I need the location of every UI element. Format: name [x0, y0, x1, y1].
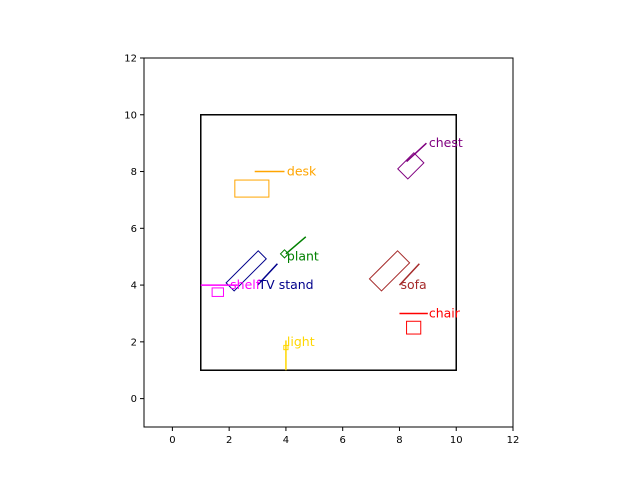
item-label-light: light	[287, 334, 315, 349]
plot-area: 0 2 4 6 8 10 12 0 2 4 6 8 10 12 desk chest plant TV stand…	[124, 54, 519, 447]
item-light: light	[283, 334, 315, 371]
x-tick-label: 6	[340, 435, 346, 446]
item-label-shelf: shelf	[230, 277, 261, 292]
item-label-sofa: sofa	[400, 277, 426, 292]
y-tick-label: 4	[131, 281, 137, 292]
item-chair: chair	[399, 305, 461, 335]
x-tick-label: 4	[283, 435, 289, 446]
item-shape-tv-stand	[225, 250, 267, 292]
item-desk: desk	[234, 164, 317, 198]
y-tick-label: 12	[124, 54, 137, 65]
axes-frame	[143, 57, 514, 428]
item-chest: chest	[397, 135, 463, 180]
item-label-tv-stand: TV stand	[258, 277, 314, 292]
item-shape-sofa	[368, 250, 411, 292]
x-tick-label: 0	[169, 435, 175, 446]
item-label-plant: plant	[287, 249, 319, 264]
y-tick-label: 10	[124, 110, 137, 121]
x-tick-label: 2	[226, 435, 232, 446]
item-shape-shelf	[211, 287, 224, 297]
item-facing-line-sofa	[398, 263, 420, 286]
item-shape-chest	[397, 152, 425, 180]
y-tick-label: 6	[131, 224, 137, 235]
room-boundary	[200, 114, 457, 371]
y-tick-label: 2	[131, 337, 137, 348]
y-tick-label: 0	[131, 394, 137, 405]
item-tv-stand: TV stand	[225, 250, 314, 292]
x-tick-label: 10	[450, 435, 463, 446]
item-facing-line-plant	[285, 236, 307, 255]
item-shape-desk	[234, 179, 270, 198]
item-facing-line-chest	[406, 142, 427, 163]
item-label-desk: desk	[287, 164, 317, 179]
item-label-chest: chest	[429, 135, 463, 150]
item-label-chair: chair	[429, 305, 461, 320]
item-facing-line-tv-stand	[256, 263, 278, 286]
item-sofa: sofa	[368, 250, 427, 292]
item-plant: plant	[279, 236, 319, 264]
y-tick-label: 8	[131, 167, 137, 178]
x-tick-label: 8	[396, 435, 402, 446]
x-tick-label: 12	[507, 435, 520, 446]
item-shelf: shelf	[200, 277, 261, 297]
item-shape-plant	[279, 249, 290, 259]
item-shape-chair	[406, 320, 422, 335]
